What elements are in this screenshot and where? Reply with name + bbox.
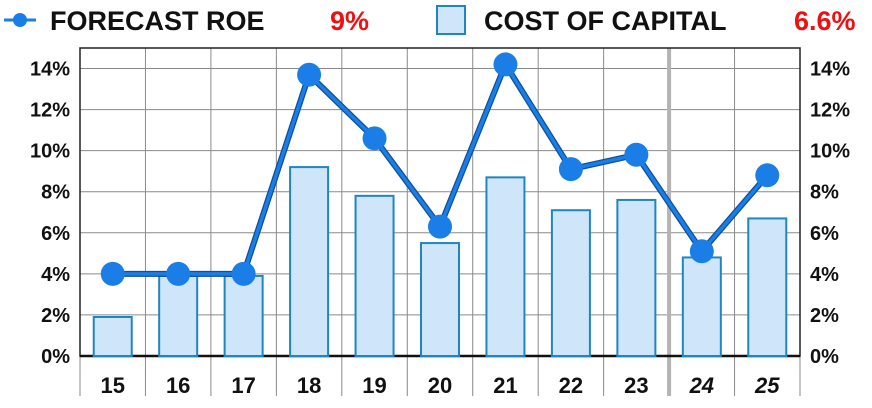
x-tick-label: 16 (166, 373, 190, 398)
x-tick-label: 21 (493, 373, 517, 398)
x-tick-label: 22 (559, 373, 583, 398)
x-tick-label: 25 (754, 373, 780, 398)
roe-point (231, 261, 256, 286)
y-tick-label-left: 10% (30, 141, 70, 163)
legend-roe-value: 9% (330, 6, 369, 36)
x-tick-label: 24 (689, 373, 714, 398)
y-tick-label-right: 6% (810, 223, 839, 245)
roe-point (755, 163, 780, 188)
bar-cost-of-capital (485, 176, 526, 357)
legend-coc-value: 6.6% (794, 6, 856, 36)
roe-point (100, 261, 125, 286)
x-tick-label: 20 (428, 373, 452, 398)
legend-coc-swatch-icon (436, 5, 466, 35)
y-tick-label-right: 4% (810, 264, 839, 286)
roe-point (428, 214, 452, 239)
y-tick-label-right: 2% (810, 305, 839, 327)
legend-coc-label: COST OF CAPITAL (484, 6, 727, 36)
y-tick-label-left: 14% (30, 59, 70, 81)
y-tick-label-right: 12% (810, 100, 850, 122)
x-tick-label: 23 (624, 373, 648, 398)
bar-cost-of-capital (616, 198, 657, 357)
bar-cost-of-capital (354, 194, 395, 357)
bar-cost-of-capital (550, 209, 591, 357)
roe-point (558, 157, 583, 182)
bar-cost-of-capital (747, 217, 788, 357)
bar-cost-of-capital (92, 315, 133, 357)
x-tick-label: 15 (100, 373, 124, 398)
roe-point (166, 261, 191, 286)
roe-point (297, 62, 322, 87)
y-tick-label-left: 2% (41, 305, 70, 327)
y-tick-label-right: 14% (810, 59, 850, 81)
bar-cost-of-capital (158, 274, 199, 358)
x-tick-label: 19 (362, 373, 386, 398)
legend-roe-marker-icon (13, 13, 27, 27)
legend-roe-label: FORECAST ROE (50, 6, 265, 36)
y-tick-label-right: 0% (810, 346, 839, 368)
bar-cost-of-capital (289, 166, 330, 357)
y-tick-label-left: 0% (41, 346, 70, 368)
bar-cost-of-capital (681, 256, 722, 357)
x-tick-label: 17 (231, 373, 255, 398)
y-tick-label-right: 10% (810, 141, 850, 163)
bar-cost-of-capital (223, 274, 264, 358)
legend: FORECAST ROE 9% COST OF CAPITAL 6.6% (4, 5, 856, 36)
roe-point (689, 239, 714, 264)
roe-point (624, 142, 649, 167)
y-tick-label-left: 12% (30, 100, 70, 122)
y-tick-label-left: 6% (41, 223, 70, 245)
roe-point (493, 52, 518, 77)
y-tick-label-right: 8% (810, 182, 839, 204)
roe-point (362, 126, 387, 151)
y-tick-label-left: 4% (41, 264, 70, 286)
x-tick-label: 18 (297, 373, 321, 398)
y-tick-label-left: 8% (41, 182, 70, 204)
bar-cost-of-capital (420, 242, 460, 357)
plot-area: 0% 0% 2% 2% 4% 4% 6% 6% 8% 8% 10% 10% 12% 12% 14% 14% 15… (30, 47, 850, 398)
